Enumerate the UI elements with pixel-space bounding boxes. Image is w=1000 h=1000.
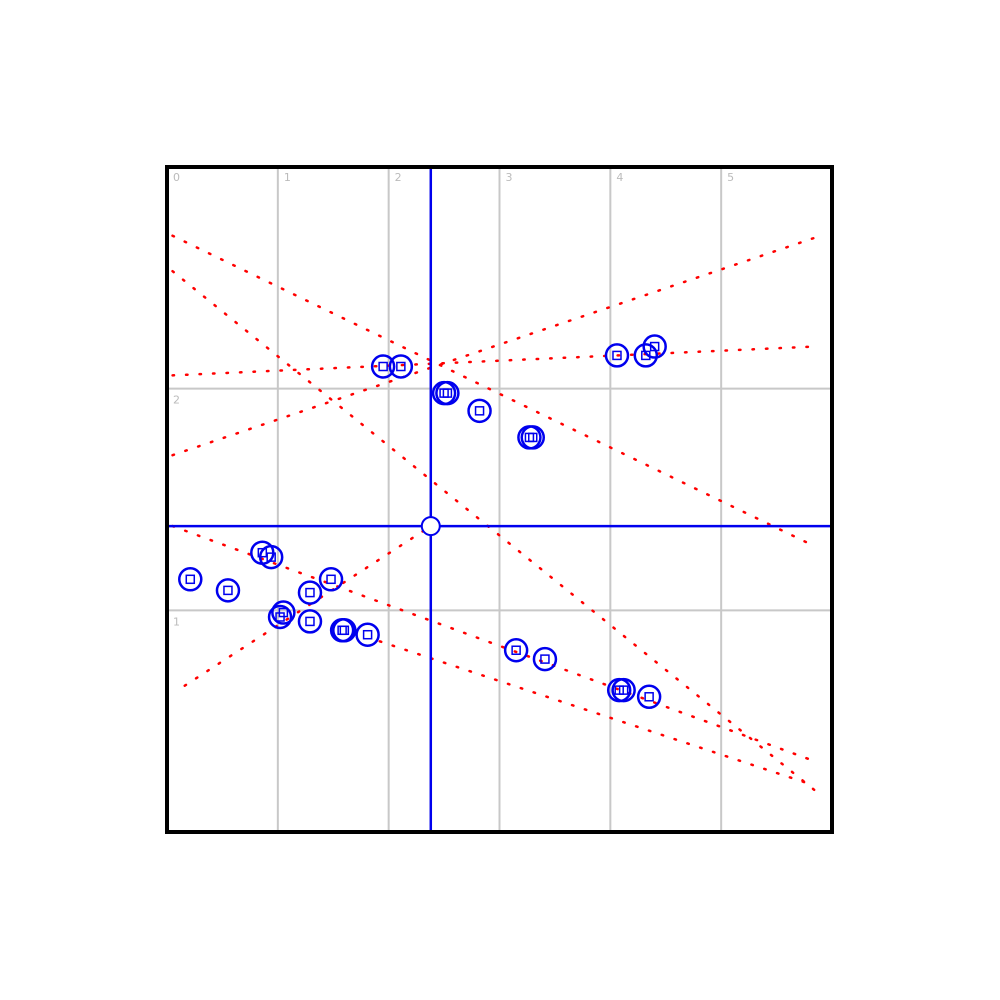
point-ring <box>271 600 296 625</box>
trend-line <box>171 234 816 548</box>
point-square <box>266 552 276 562</box>
point-ring <box>388 354 414 379</box>
point-ring <box>297 609 323 634</box>
point <box>532 646 558 672</box>
point-ring <box>215 578 241 603</box>
point <box>388 354 414 379</box>
trend-line <box>171 345 816 377</box>
point-square <box>378 361 388 372</box>
point <box>297 580 323 605</box>
point-ring <box>178 567 203 592</box>
point <box>318 567 344 592</box>
point <box>370 354 396 379</box>
point-ring <box>267 604 293 630</box>
point-square <box>278 607 289 618</box>
point-square <box>305 616 315 627</box>
point-square <box>612 350 622 361</box>
point <box>503 637 529 663</box>
point-square <box>362 629 373 640</box>
point <box>297 609 323 634</box>
point-ring <box>532 646 558 672</box>
trend-line <box>378 640 816 787</box>
point-square <box>396 361 406 372</box>
point-square <box>528 432 538 443</box>
point-square <box>618 685 629 695</box>
y-tick-label: 1 <box>173 615 180 628</box>
point <box>633 343 659 368</box>
point <box>636 684 662 710</box>
point-square <box>326 574 336 585</box>
trend-line <box>171 524 816 763</box>
point-square <box>305 587 315 598</box>
point-square <box>644 692 654 702</box>
point-ring <box>355 622 380 647</box>
point-square <box>185 574 196 585</box>
point <box>467 398 492 424</box>
x-tick-label: 4 <box>616 171 623 184</box>
point <box>435 380 460 406</box>
point-ring <box>297 580 323 605</box>
point-ring <box>633 343 659 368</box>
point-square <box>649 341 660 352</box>
x-tick-label: 5 <box>727 171 734 184</box>
point-ring <box>258 544 284 570</box>
point-square <box>223 585 233 596</box>
x-tick-label: 0 <box>173 171 180 184</box>
point <box>332 618 357 643</box>
point-ring <box>604 343 630 368</box>
point-square <box>540 654 550 664</box>
y-tick-label: 2 <box>173 394 180 407</box>
point <box>355 622 380 647</box>
x-tick-label: 2 <box>395 171 402 184</box>
point <box>258 544 284 570</box>
point-ring <box>435 380 460 406</box>
point <box>215 578 241 603</box>
point-square <box>337 625 347 636</box>
point-ring <box>503 637 529 663</box>
point-ring <box>520 425 545 450</box>
point <box>642 334 667 359</box>
point-ring <box>332 618 357 643</box>
point-ring <box>642 334 667 359</box>
point-ring <box>467 398 492 424</box>
x-tick-label: 3 <box>506 171 513 184</box>
point <box>178 567 203 592</box>
point-square <box>511 645 521 655</box>
point-ring <box>611 677 636 703</box>
point-ring <box>636 684 662 710</box>
point <box>604 343 630 368</box>
point <box>271 600 296 625</box>
point <box>520 425 545 450</box>
point <box>611 677 636 703</box>
point-ring <box>370 354 396 379</box>
trend-line <box>171 236 816 457</box>
point-square <box>474 406 485 416</box>
trend-line <box>171 269 816 792</box>
x-tick-label: 1 <box>284 171 291 184</box>
point-square <box>339 625 350 636</box>
plot-frame <box>165 165 834 834</box>
trend-line <box>183 524 433 687</box>
point-square <box>442 388 453 398</box>
point-ring <box>318 567 344 592</box>
crosshair-center <box>420 516 441 537</box>
